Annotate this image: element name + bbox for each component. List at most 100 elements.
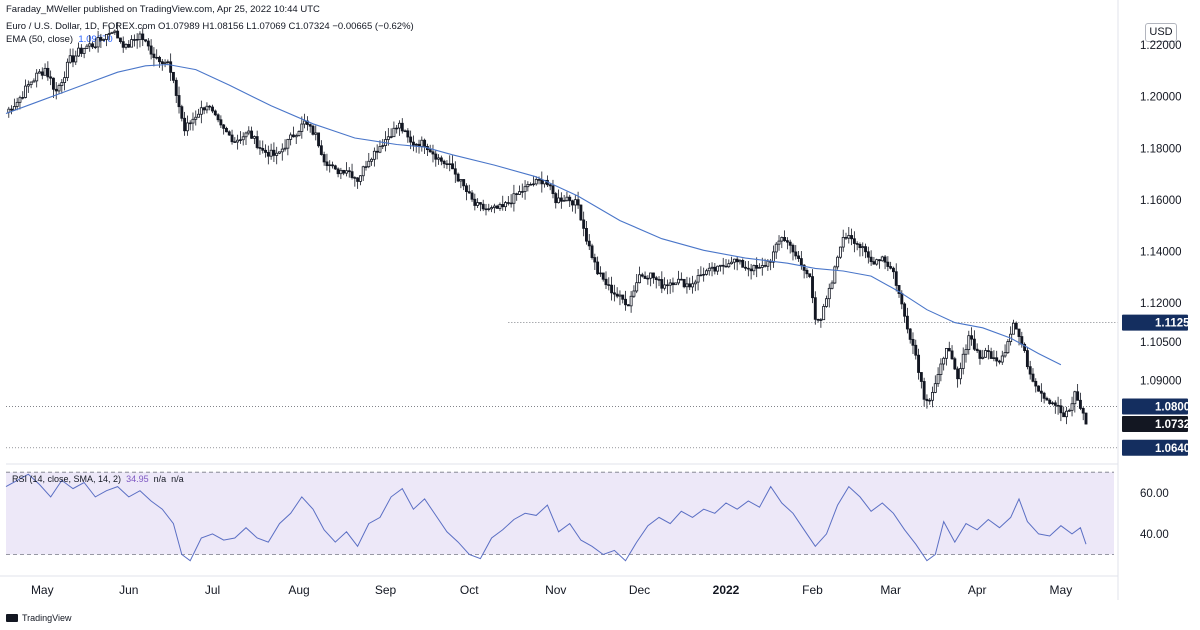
candle-body	[132, 39, 136, 41]
price-tick-label: 1.18000	[1140, 143, 1182, 155]
candle-body	[596, 261, 600, 275]
candle-body	[568, 196, 572, 202]
candle-body	[403, 130, 407, 133]
candle-body	[43, 67, 47, 76]
candle-body	[15, 101, 19, 107]
candle-body	[300, 123, 304, 132]
candle-body	[945, 347, 948, 359]
candle-body	[880, 256, 884, 262]
rsi-legend[interactable]: RSI (14, close, SMA, 14, 2) 34.95 n/a n/…	[12, 474, 184, 484]
candle-body	[29, 81, 33, 85]
time-tick-label: Nov	[545, 583, 566, 597]
price-tick-label: 1.10500	[1140, 337, 1182, 349]
candle-body	[1034, 380, 1038, 387]
candle-body	[975, 348, 979, 352]
candle-body	[244, 132, 248, 138]
candle-body	[476, 202, 480, 206]
candle-body	[65, 61, 69, 79]
candle-body	[618, 294, 622, 297]
candle-body	[1042, 392, 1046, 399]
rsi-pane[interactable]	[5, 471, 1114, 562]
candle-body	[439, 157, 443, 162]
candle-body	[844, 237, 848, 239]
candle-body	[372, 150, 376, 160]
candle-body	[730, 261, 734, 265]
candle-body	[166, 61, 170, 63]
candle-body	[434, 153, 438, 160]
candle-body	[816, 318, 820, 321]
candle-body	[49, 76, 53, 79]
symbol-ohlc-legend[interactable]: Euro / U.S. Dollar, 1D, FOREX.com O1.079…	[6, 21, 414, 32]
candle-body	[1051, 402, 1054, 405]
candle-body	[830, 282, 834, 289]
candle-body	[105, 34, 108, 40]
candle-body	[378, 146, 382, 153]
price-tick-label: 1.12000	[1140, 298, 1182, 310]
candle-body	[727, 263, 731, 268]
candle-body	[465, 185, 468, 193]
candle-body	[523, 186, 527, 192]
candle-body	[381, 145, 385, 147]
candle-body	[1003, 352, 1007, 357]
candle-body	[858, 243, 862, 249]
candle-body	[1081, 408, 1085, 414]
candle-body	[638, 274, 641, 284]
candle-body	[266, 152, 270, 157]
candle-body	[63, 77, 67, 83]
candle-body	[199, 107, 203, 115]
candle-body	[336, 168, 340, 175]
candle-body	[939, 363, 943, 375]
candle-body	[660, 279, 664, 289]
candle-body	[205, 105, 209, 111]
tradingview-footer[interactable]: TradingView	[6, 613, 72, 623]
candle-body	[763, 265, 767, 267]
candle-body	[663, 284, 667, 289]
candle-body	[643, 275, 647, 279]
candle-body	[289, 134, 293, 140]
candle-body	[294, 135, 298, 138]
candle-body	[71, 55, 75, 63]
candle-body	[1062, 412, 1066, 418]
candle-body	[1048, 399, 1052, 404]
candle-body	[370, 158, 374, 162]
candle-body	[1076, 391, 1080, 401]
candle-body	[933, 383, 937, 393]
candle-body	[506, 202, 510, 204]
candle-body	[322, 154, 326, 163]
candle-body	[509, 202, 513, 205]
candle-body	[219, 119, 223, 126]
price-label-box	[1122, 314, 1188, 331]
candle-body	[531, 183, 535, 186]
candle-body	[230, 134, 234, 143]
candle-body	[18, 97, 22, 103]
price-pane[interactable]	[5, 22, 1118, 449]
candle-body	[264, 149, 267, 153]
candle-body	[797, 255, 801, 259]
candle-body	[428, 149, 432, 153]
candle-body	[838, 246, 842, 258]
candle-body	[247, 130, 251, 134]
candle-body	[749, 268, 753, 272]
candle-body	[420, 139, 424, 147]
candle-body	[331, 164, 334, 167]
candle-body	[649, 272, 653, 279]
candle-body	[679, 278, 683, 281]
candle-body	[732, 258, 736, 263]
candle-body	[225, 127, 228, 133]
candle-body	[238, 139, 242, 141]
candle-body	[328, 164, 332, 167]
candle-body	[481, 203, 485, 210]
candle-body	[691, 283, 694, 288]
time-tick-label: Feb	[802, 583, 823, 597]
candle-body	[598, 272, 602, 275]
candle-body	[456, 173, 460, 182]
candle-body	[615, 293, 619, 297]
candle-body	[152, 53, 156, 58]
candle-body	[400, 122, 404, 132]
candle-body	[110, 31, 114, 34]
currency-badge[interactable]: USD	[1145, 23, 1177, 42]
candle-body	[917, 354, 921, 373]
candle-body	[345, 170, 348, 174]
candle-body	[333, 165, 337, 170]
